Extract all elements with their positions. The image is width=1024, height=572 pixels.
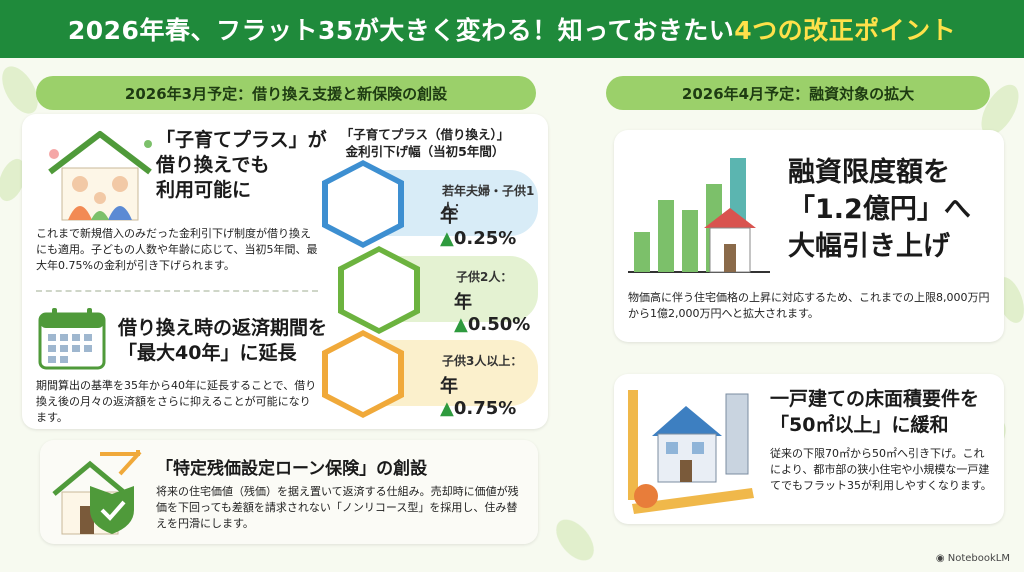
title-main: 2026年春、フラット35が大きく変わる！知っておきたい <box>67 16 735 45</box>
loan-limit-title-line3: 大幅引き上げ <box>788 231 950 262</box>
rates-caption-line1: 「子育てプラス（借り換え）」 <box>340 127 510 142</box>
rates-caption-line2: 金利引下げ幅（当初5年間） <box>345 144 505 159</box>
rate-value-2: 年▲0.50% <box>454 292 531 335</box>
page-title: 2026年春、フラット35が大きく変わる！知っておきたい 4つの改正ポイント <box>0 0 1024 58</box>
family-hex-icon <box>338 246 420 334</box>
floor-area-title-line1: 一戸建ての床面積要件を <box>770 388 980 410</box>
loan-limit-title-line1: 融資限度額を <box>788 157 950 188</box>
period-title: 借り換え時の返済期間を 「最大40年」に延長 <box>118 316 327 366</box>
loan-limit-card: 融資限度額を 「1.2億円」へ 大幅引き上げ 物価高に伴う住宅価格の上昇に対応す… <box>614 130 1004 342</box>
notebooklm-logo: ◉ NotebookLM <box>936 553 1010 564</box>
insurance-body: 将来の住宅価値（残価）を据え置いて返済する仕組み。売却時に価値が残価を下回っても… <box>156 485 519 530</box>
rates-caption: 「子育てプラス（借り換え）」 金利引下げ幅（当初5年間） <box>330 126 520 160</box>
rate-label-2: 子供2人： <box>456 270 513 284</box>
bar-chart-house-icon <box>628 158 770 273</box>
section-band-april: 2026年4月予定：融資対象の拡大 <box>606 76 990 110</box>
calendar-icon <box>38 308 106 370</box>
floor-area-title-line2: 「50㎡以上」に緩和 <box>770 414 949 436</box>
kosodate-title-line1: 「子育てプラス」が <box>156 129 327 151</box>
house-shield-icon <box>52 450 142 535</box>
loan-limit-body: 物価高に伴う住宅価格の上昇に対応するため、これまでの上限8,000万円から1億2… <box>628 291 990 320</box>
family-hex-icon <box>322 330 404 418</box>
left-card: 「子育てプラス」が 借り換えでも 利用可能に これまで新規借入のみだった金利引下… <box>22 114 548 429</box>
floor-area-body: 従来の下限70㎡から50㎡へ引き下げ。これにより、都市部の狭小住宅や小規模な一戸… <box>770 447 992 492</box>
logo-text: NotebookLM <box>947 553 1010 564</box>
family-hex-icon <box>322 160 404 248</box>
rate-label-3: 子供3人以上： <box>442 354 523 368</box>
kosodate-body: これまで新規借入のみだった金利引下げ制度が借り換えにも適用。子どもの人数や年齢に… <box>36 227 318 272</box>
section-band-march: 2026年3月予定：借り換え支援と新保険の創設 <box>36 76 536 110</box>
title-highlight: 4つの改正ポイント <box>734 16 957 45</box>
floor-area-card: 一戸建ての床面積要件を 「50㎡以上」に緩和 従来の下限70㎡から50㎡へ引き下… <box>614 374 1004 524</box>
kosodate-title-line2: 借り換えでも <box>156 154 270 176</box>
family-house-icon <box>48 131 152 221</box>
loan-limit-title: 融資限度額を 「1.2億円」へ 大幅引き上げ <box>788 154 971 265</box>
rate-value-3: 年 ▲0.75% <box>440 376 517 419</box>
period-title-line1: 借り換え時の返済期間を <box>118 317 328 339</box>
period-body: 期間算出の基準を35年から40年に延長することで、借り換え後の月々の返済額をさら… <box>36 379 317 424</box>
insurance-card: 「特定残価設定ローン保険」の創設 将来の住宅価値（残価）を据え置いて返済する仕組… <box>40 440 538 544</box>
floor-area-title: 一戸建ての床面積要件を 「50㎡以上」に緩和 <box>770 386 979 438</box>
notebooklm-logo-icon: ◉ <box>935 553 945 564</box>
period-title-line2: 「最大40年」に延長 <box>118 342 297 364</box>
insurance-title: 「特定残価設定ローン保険」の創設 <box>156 459 428 479</box>
rate-label-1: 若年夫婦・子供1人： <box>442 184 535 215</box>
kosodate-title: 「子育てプラス」が 借り換えでも 利用可能に <box>156 128 327 203</box>
loan-limit-title-line2: 「1.2億円」へ <box>788 194 971 225</box>
kosodate-title-line3: 利用可能に <box>156 179 252 201</box>
building-ruler-icon <box>628 390 754 514</box>
rate-value-1: 年 ▲0.25% <box>440 206 517 249</box>
divider <box>36 290 318 292</box>
